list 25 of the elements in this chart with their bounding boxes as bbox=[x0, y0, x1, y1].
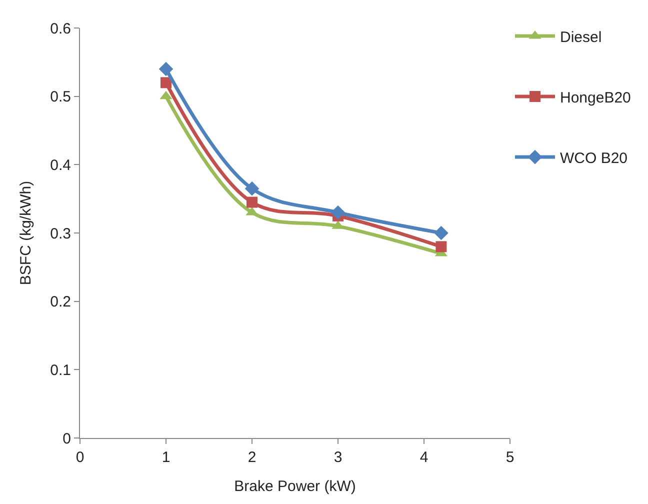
x-tick-label: 3 bbox=[334, 449, 342, 466]
y-tick-label: 0.4 bbox=[50, 156, 71, 174]
y-tick-label: 0.2 bbox=[50, 294, 71, 311]
point bbox=[246, 196, 258, 208]
x-tick-label: 5 bbox=[506, 449, 514, 466]
point bbox=[434, 226, 448, 240]
point bbox=[244, 181, 260, 196]
point bbox=[158, 62, 174, 76]
y-tick-label: 0.5 bbox=[50, 88, 71, 106]
x-tick-label: 4 bbox=[420, 449, 428, 466]
x-tick-label: 1 bbox=[162, 449, 170, 466]
y-tick-label: 0.6 bbox=[50, 20, 71, 38]
point bbox=[436, 241, 447, 252]
legend-label: HongeB20 bbox=[560, 89, 631, 106]
y-tick-label: 0.1 bbox=[50, 362, 71, 379]
point bbox=[160, 77, 172, 88]
point bbox=[330, 205, 346, 220]
x-tick-label: 0 bbox=[76, 449, 84, 466]
y-tick-label: 0.3 bbox=[50, 225, 71, 242]
y-tick-label: 0 bbox=[62, 430, 71, 448]
legend-label: Diesel bbox=[560, 28, 602, 46]
x-tick-label: 2 bbox=[248, 449, 256, 466]
x-axis-title: Brake Power (kW) bbox=[234, 478, 356, 495]
legend-label: WCO B20 bbox=[560, 150, 628, 167]
y-axis-title: BSFC (kg/kWh) bbox=[17, 180, 34, 286]
